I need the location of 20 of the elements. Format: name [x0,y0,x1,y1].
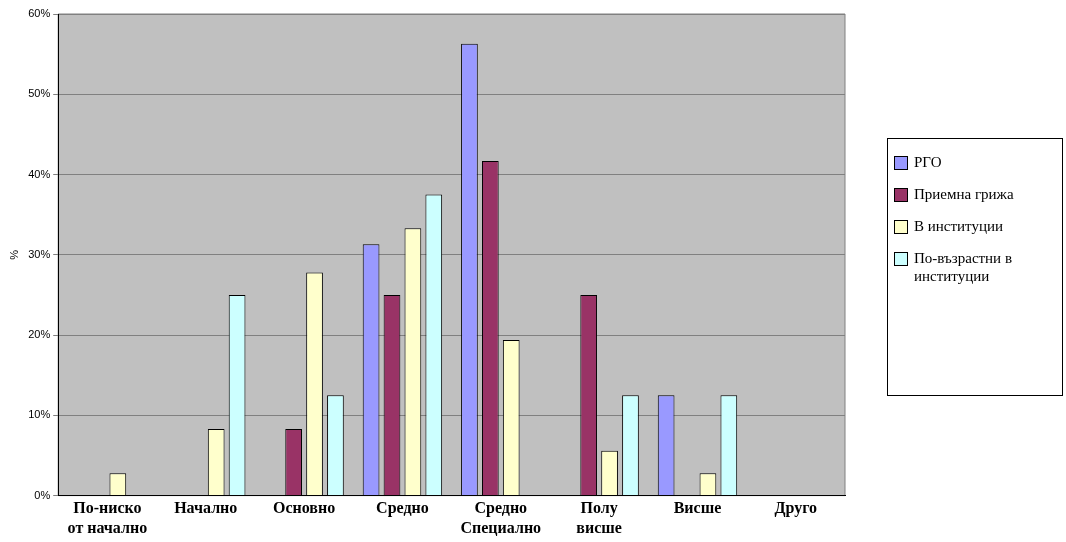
x-tick-label: Начално [174,499,238,517]
x-tick-label: Полу висше [576,499,622,536]
y-tick-label: 60% [28,7,51,20]
x-tick-label: Средно Специално [460,499,542,536]
y-axis-title: % [7,249,20,260]
y-tick-label: 20% [28,328,51,341]
y-tick-label: 30% [28,247,51,260]
x-tick-label: Друго [774,499,818,518]
y-tick-label: 0% [34,488,51,501]
y-tick-label: 40% [28,167,51,180]
x-tick-label: По-ниско от начално [67,499,148,536]
y-tick-label: 10% [28,408,51,421]
x-tick-label: Основно [272,499,336,517]
x-tick-label: Висше [673,499,722,517]
y-tick-label: 50% [28,87,51,100]
legend-label: Приемна грижа [914,185,1014,203]
legend-label: По-възрастни в институции [914,249,1013,285]
x-tick-label: Средно [376,499,429,518]
legend-label: В институции [914,217,1003,235]
legend-label: РГО [914,153,942,171]
